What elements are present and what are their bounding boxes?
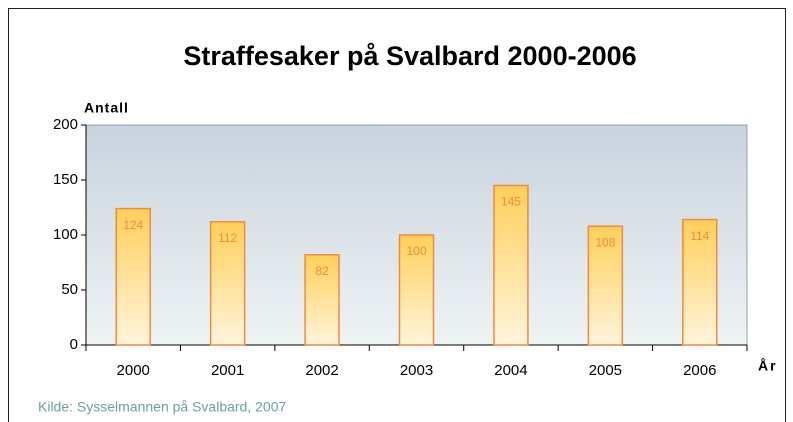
data-label: 100 [406, 244, 426, 258]
y-tick-label: 150 [53, 171, 78, 188]
y-tick-label: 100 [53, 226, 78, 243]
bar [398, 234, 435, 346]
bar [209, 221, 246, 346]
bar [493, 184, 529, 346]
source: Kilde: Sysselmannen på Svalbard, 2007 [38, 399, 286, 415]
data-label: 82 [315, 264, 329, 278]
data-label: 124 [123, 218, 143, 232]
y-tick-label: 50 [61, 281, 78, 298]
bar [304, 254, 340, 346]
data-label: 145 [501, 195, 521, 209]
y-axis-label: Antall [84, 100, 129, 116]
bar [587, 225, 624, 346]
x-axis-label: År [758, 358, 778, 374]
bar [115, 207, 151, 346]
data-label: 112 [218, 231, 237, 245]
y-tick-label: 200 [53, 116, 78, 133]
x-tick-label: 2004 [494, 362, 527, 379]
x-tick-label: 2005 [589, 362, 622, 379]
bar [682, 218, 718, 346]
x-tick-label: 2006 [683, 362, 716, 379]
x-tick-label: 2000 [117, 362, 150, 379]
data-label: 114 [690, 229, 709, 243]
y-tick-label: 0 [70, 336, 78, 353]
x-tick-label: 2002 [305, 362, 338, 379]
chart-title: Straffesaker på Svalbard 2000-2006 [183, 41, 636, 71]
x-tick-label: 2003 [400, 362, 433, 379]
x-tick-label: 2001 [211, 362, 244, 379]
data-label: 108 [595, 235, 615, 249]
